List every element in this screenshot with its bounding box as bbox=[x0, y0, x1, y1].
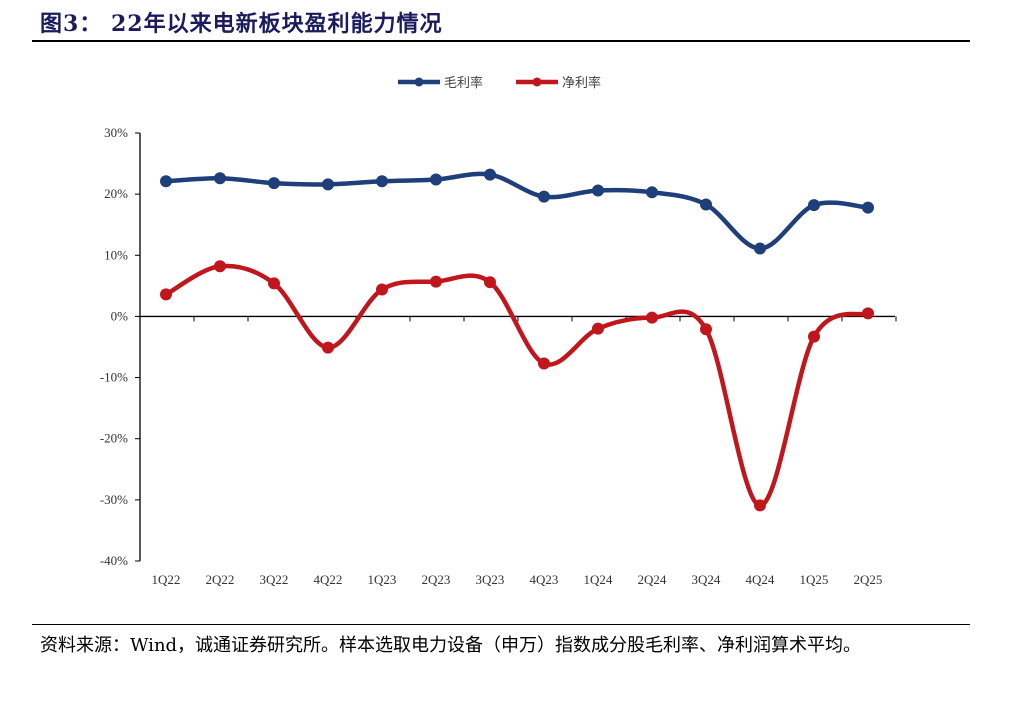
y-tick-label: 20% bbox=[104, 186, 128, 201]
data-point bbox=[754, 499, 766, 512]
data-point bbox=[268, 177, 280, 190]
data-point bbox=[214, 260, 226, 273]
x-tick-label: 1Q23 bbox=[368, 572, 397, 587]
legend-label: 毛利率 bbox=[444, 75, 483, 91]
data-point bbox=[700, 198, 712, 211]
y-tick-label: 10% bbox=[104, 247, 128, 262]
x-tick-label: 2Q22 bbox=[206, 572, 235, 587]
y-tick-label: 0% bbox=[111, 308, 129, 323]
legend-label: 净利率 bbox=[562, 75, 601, 91]
x-tick-label: 3Q24 bbox=[692, 572, 721, 587]
y-tick-label: -40% bbox=[100, 553, 128, 568]
x-tick-label: 3Q23 bbox=[476, 572, 505, 587]
data-point bbox=[160, 288, 172, 301]
data-point bbox=[700, 323, 712, 336]
source-note: 资料来源：Wind，诚通证券研究所。样本选取电力设备（申万）指数成分股毛利率、净… bbox=[40, 635, 862, 656]
x-tick-label: 3Q22 bbox=[260, 572, 289, 587]
data-point bbox=[538, 190, 550, 203]
x-tick-label: 4Q23 bbox=[530, 572, 559, 587]
data-point bbox=[322, 178, 334, 191]
bottom-rule bbox=[32, 624, 970, 625]
data-point bbox=[862, 307, 874, 320]
x-tick-label: 1Q22 bbox=[152, 572, 181, 587]
data-point bbox=[538, 357, 550, 370]
top-rule bbox=[32, 40, 970, 42]
data-point bbox=[268, 277, 280, 290]
x-tick-label: 4Q24 bbox=[746, 572, 775, 587]
series-line-1 bbox=[164, 263, 869, 508]
x-tick-label: 2Q24 bbox=[638, 572, 667, 587]
y-tick-label: -20% bbox=[100, 431, 128, 446]
data-point bbox=[430, 275, 442, 288]
y-tick-label: -30% bbox=[100, 492, 128, 507]
y-tick-label: -10% bbox=[100, 370, 128, 385]
data-point bbox=[646, 311, 658, 324]
data-point bbox=[646, 186, 658, 199]
data-point bbox=[376, 283, 388, 296]
y-tick-label: 30% bbox=[104, 125, 128, 140]
data-point bbox=[322, 341, 334, 354]
x-tick-label: 2Q23 bbox=[422, 572, 451, 587]
data-point bbox=[484, 168, 496, 181]
data-point bbox=[592, 184, 604, 197]
x-tick-label: 2Q25 bbox=[854, 572, 883, 587]
data-point bbox=[754, 242, 766, 255]
x-tick-label: 1Q24 bbox=[584, 572, 613, 587]
x-tick-label: 1Q25 bbox=[800, 572, 829, 587]
figure-title: 图3： 22年以来电新板块盈利能力情况 bbox=[40, 11, 443, 37]
data-point bbox=[592, 322, 604, 335]
data-point bbox=[214, 172, 226, 185]
legend-marker bbox=[414, 77, 424, 87]
data-point bbox=[808, 199, 820, 212]
data-point bbox=[376, 175, 388, 188]
data-point bbox=[862, 201, 874, 214]
data-point bbox=[808, 330, 820, 343]
data-point bbox=[160, 175, 172, 188]
data-point bbox=[484, 276, 496, 289]
x-tick-label: 4Q22 bbox=[314, 572, 343, 587]
legend-marker bbox=[532, 77, 542, 87]
data-point bbox=[430, 173, 442, 186]
